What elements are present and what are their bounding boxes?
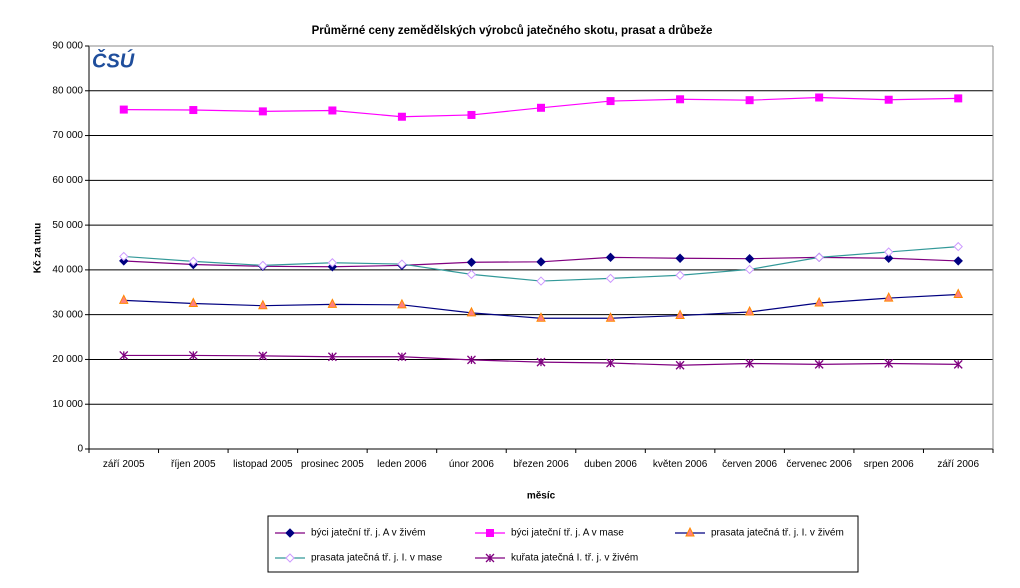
- marker: [815, 93, 824, 102]
- marker: [327, 352, 337, 362]
- marker: [119, 350, 129, 360]
- marker: [119, 251, 129, 262]
- x-tick-label: listopad 2005: [233, 459, 293, 470]
- marker: [258, 260, 268, 271]
- marker: [467, 355, 476, 365]
- marker: [606, 97, 615, 106]
- x-axis-label: měsíc: [527, 491, 556, 502]
- marker: [258, 299, 268, 310]
- marker: [675, 360, 685, 370]
- marker: [605, 312, 616, 322]
- marker: [188, 350, 198, 360]
- legend-box: [267, 515, 859, 573]
- marker: [397, 112, 406, 121]
- marker: [397, 259, 407, 269]
- marker: [685, 526, 695, 537]
- y-tick-label: 50 000: [52, 220, 83, 231]
- chart-title: Průměrné ceny zemědělských výrobců jateč…: [312, 25, 713, 37]
- marker: [188, 297, 199, 307]
- marker: [605, 273, 616, 284]
- marker: [466, 257, 477, 267]
- marker: [485, 553, 495, 563]
- marker: [467, 110, 476, 119]
- logo: ČSÚ: [92, 48, 135, 72]
- x-tick-label: červen 2006: [722, 459, 778, 470]
- x-tick-label: říjen 2005: [171, 459, 216, 470]
- y-tick-label: 60 000: [52, 175, 83, 186]
- marker: [744, 253, 755, 264]
- y-tick-label: 90 000: [52, 41, 83, 52]
- marker: [189, 106, 198, 115]
- marker: [536, 276, 546, 286]
- y-tick-label: 30 000: [52, 309, 83, 320]
- marker: [327, 258, 338, 268]
- y-tick-label: 70 000: [52, 130, 83, 141]
- y-tick-label: 10 000: [52, 399, 83, 410]
- marker: [119, 105, 128, 114]
- marker: [953, 359, 963, 369]
- marker: [397, 298, 407, 309]
- x-tick-label: září 2006: [937, 459, 980, 470]
- marker: [953, 256, 963, 266]
- marker: [814, 296, 824, 307]
- x-tick-label: září 2005: [102, 459, 145, 470]
- marker: [675, 309, 685, 320]
- x-tick-label: duben 2006: [584, 459, 637, 470]
- marker: [536, 257, 546, 267]
- marker: [744, 264, 755, 275]
- legend-label: prasata jatečná tř. j. I. v živém: [711, 528, 844, 539]
- marker: [328, 106, 337, 115]
- marker: [285, 528, 295, 538]
- legend-label: prasata jatečná tř. j. I. v mase: [311, 553, 443, 564]
- x-tick-label: únor 2006: [448, 459, 494, 470]
- marker: [883, 247, 894, 257]
- marker: [884, 359, 894, 368]
- marker: [536, 312, 546, 322]
- marker: [744, 305, 755, 316]
- marker: [675, 270, 685, 280]
- y-tick-label: 40 000: [52, 265, 83, 276]
- marker: [118, 294, 129, 304]
- marker: [466, 269, 477, 280]
- y-tick-label: 80 000: [52, 85, 83, 96]
- x-tick-label: květen 2006: [652, 459, 708, 470]
- marker: [676, 95, 685, 104]
- y-axis-label: Kč za tunu: [33, 223, 44, 274]
- y-tick-label: 20 000: [52, 354, 83, 365]
- marker: [285, 553, 295, 563]
- marker: [605, 252, 616, 263]
- legend-label: býci jateční tř. j. A v mase: [511, 528, 624, 539]
- marker: [883, 291, 894, 302]
- legend-label: kuřata jatečná I. tř. j. v živém: [511, 553, 638, 564]
- marker: [745, 96, 754, 105]
- marker: [537, 103, 545, 112]
- marker: [953, 241, 963, 252]
- marker: [814, 359, 824, 369]
- x-tick-label: prosinec 2005: [300, 459, 364, 470]
- x-tick-label: březen 2006: [513, 459, 569, 470]
- marker: [486, 529, 494, 537]
- marker: [954, 94, 963, 103]
- marker: [397, 352, 407, 362]
- marker: [675, 253, 685, 263]
- y-tick-label: 0: [77, 444, 83, 455]
- x-tick-label: leden 2006: [377, 459, 427, 470]
- x-tick-label: červenec 2006: [786, 459, 852, 470]
- marker: [466, 306, 477, 317]
- marker: [884, 95, 893, 104]
- marker: [606, 358, 615, 368]
- marker: [327, 298, 338, 308]
- marker: [188, 256, 199, 267]
- x-tick-label: srpen 2006: [863, 459, 914, 470]
- marker: [258, 107, 267, 116]
- marker: [258, 351, 268, 361]
- marker: [883, 253, 894, 263]
- marker: [536, 357, 546, 367]
- legend-label: býci jateční tř. j. A v živém: [311, 528, 425, 539]
- marker: [745, 359, 755, 368]
- marker: [814, 252, 824, 263]
- marker: [953, 288, 964, 299]
